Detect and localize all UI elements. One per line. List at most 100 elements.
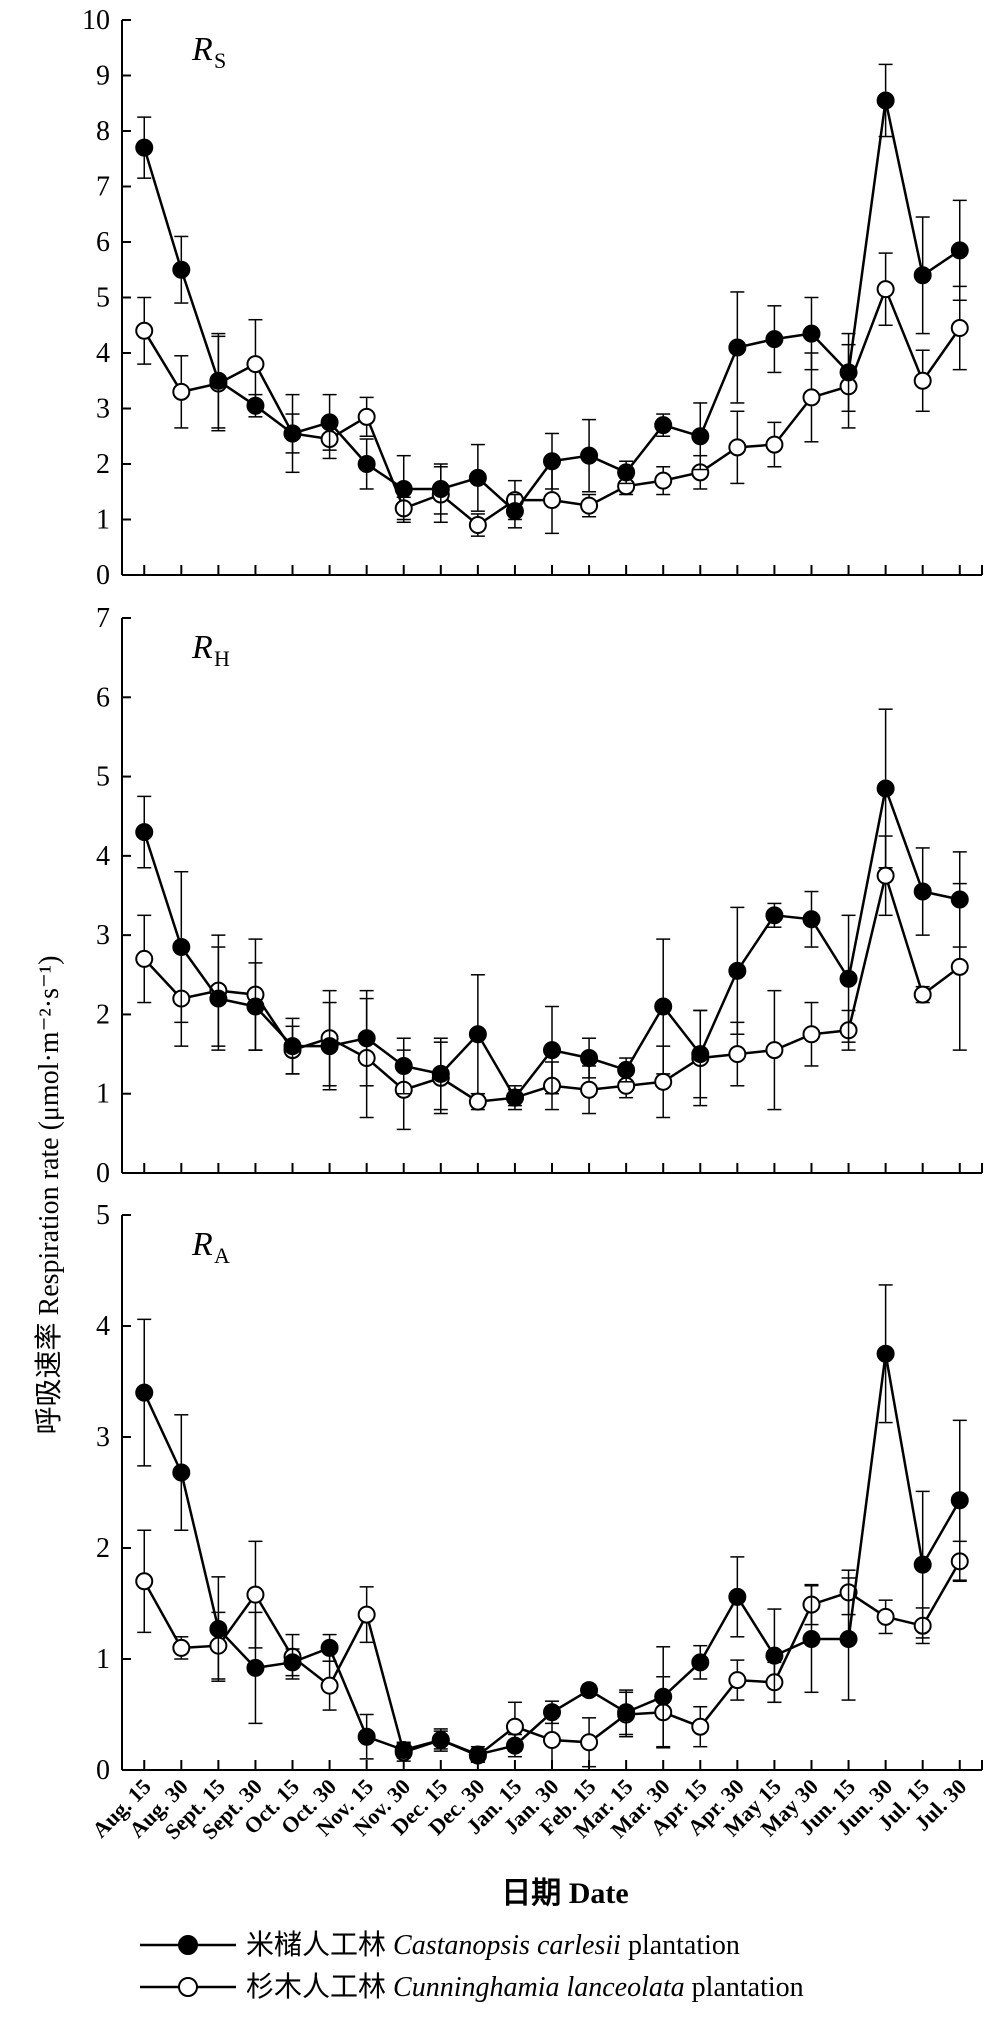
data-point [839, 1630, 858, 1649]
data-point [246, 1658, 265, 1677]
data-point [950, 890, 969, 909]
data-point [617, 1703, 636, 1722]
y-tick-label: 2 [96, 1533, 110, 1564]
data-point [654, 997, 673, 1016]
data-point [839, 363, 858, 382]
y-tick-label: 1 [96, 505, 110, 536]
data-point [357, 1605, 376, 1624]
y-tick-label: 7 [96, 603, 110, 634]
legend-item: 米槠人工林 Castanopsis carlesii plantation [140, 1929, 740, 1961]
data-point [691, 1717, 710, 1736]
data-point [654, 1072, 673, 1091]
data-point [172, 938, 191, 957]
data-point [876, 866, 895, 885]
y-tick-label: 1 [96, 1079, 110, 1110]
panel-label: R [191, 629, 213, 666]
data-point [765, 1041, 784, 1060]
data-point [468, 516, 487, 535]
data-point [357, 1727, 376, 1746]
data-point [765, 435, 784, 454]
series-cunninghamia [135, 1529, 969, 1771]
data-point [135, 823, 154, 842]
data-point [876, 1344, 895, 1363]
y-tick-label: 8 [96, 116, 110, 147]
y-tick-label: 2 [96, 999, 110, 1030]
data-point [913, 1555, 932, 1574]
data-point [505, 1736, 524, 1755]
data-point [728, 961, 747, 980]
data-point [172, 382, 191, 401]
legend: 米槠人工林 Castanopsis carlesii plantation 杉木人… [140, 1929, 804, 2003]
data-point [580, 1681, 599, 1700]
data-point [246, 355, 265, 374]
legend-label: 杉木人工林 Cunninghamia lanceolata plantation [246, 1971, 804, 2003]
data-point [320, 1037, 339, 1056]
y-tick-label: 6 [96, 227, 110, 258]
data-point [765, 906, 784, 925]
y-tick-label: 5 [96, 283, 110, 314]
data-point [505, 1717, 524, 1736]
legend-marker [178, 1977, 198, 1997]
data-point [617, 463, 636, 482]
data-point [283, 1653, 302, 1672]
data-point [839, 969, 858, 988]
data-point [468, 1745, 487, 1764]
data-point [320, 1638, 339, 1657]
data-point [283, 424, 302, 443]
data-point [505, 502, 524, 521]
data-point [135, 321, 154, 340]
data-point [135, 1572, 154, 1591]
data-point [135, 949, 154, 968]
data-point [172, 1463, 191, 1482]
legend-item: 杉木人工林 Cunninghamia lanceolata plantation [140, 1971, 804, 2003]
data-point [654, 416, 673, 435]
panel-label-subscript: S [214, 48, 226, 73]
y-tick-label: 5 [96, 1200, 110, 1231]
data-point [950, 319, 969, 338]
data-point [543, 1041, 561, 1060]
y-tick-label: 7 [96, 172, 110, 203]
data-point [728, 338, 747, 357]
data-point [580, 496, 599, 515]
panel-s: 0 1 2 3 4 5 6 7 8 9 10 R S [82, 5, 983, 591]
data-point [468, 468, 487, 487]
series-line [143, 1353, 961, 1756]
data-point [913, 985, 932, 1004]
data-point [728, 1671, 747, 1690]
data-point [617, 1060, 636, 1079]
data-point [728, 438, 747, 457]
legend-marker [178, 1935, 198, 1955]
data-point [543, 452, 561, 471]
legend-label: 米槠人工林 Castanopsis carlesii plantation [246, 1929, 740, 1961]
y-tick-label: 4 [96, 841, 110, 872]
data-point [394, 1741, 413, 1760]
data-point [654, 1687, 673, 1706]
y-axis-label: 呼吸速率 Respiration rate (μmol·m⁻²·s⁻¹) [33, 956, 65, 1435]
y-tick-label: 4 [96, 338, 110, 369]
data-point [913, 371, 932, 390]
data-point [209, 371, 228, 390]
data-point [209, 1620, 228, 1639]
data-point [246, 396, 265, 415]
data-point [543, 1731, 561, 1750]
data-point [357, 1029, 376, 1048]
data-point [765, 1646, 784, 1665]
data-point [543, 491, 561, 510]
data-point [728, 1045, 747, 1064]
y-tick-label: 6 [96, 682, 110, 713]
data-point [876, 91, 895, 110]
data-point [172, 1638, 191, 1657]
panel-label-subscript: H [214, 646, 230, 671]
data-point [802, 1630, 821, 1649]
data-point [950, 241, 969, 260]
data-point [468, 1025, 487, 1044]
data-point [357, 455, 376, 473]
data-point [543, 1703, 561, 1722]
data-point [728, 1587, 747, 1606]
data-point [431, 1731, 450, 1750]
data-point [802, 324, 821, 343]
data-point [913, 882, 932, 901]
x-axis-label: 日期 Date [501, 1877, 628, 1910]
data-point [135, 1383, 154, 1402]
